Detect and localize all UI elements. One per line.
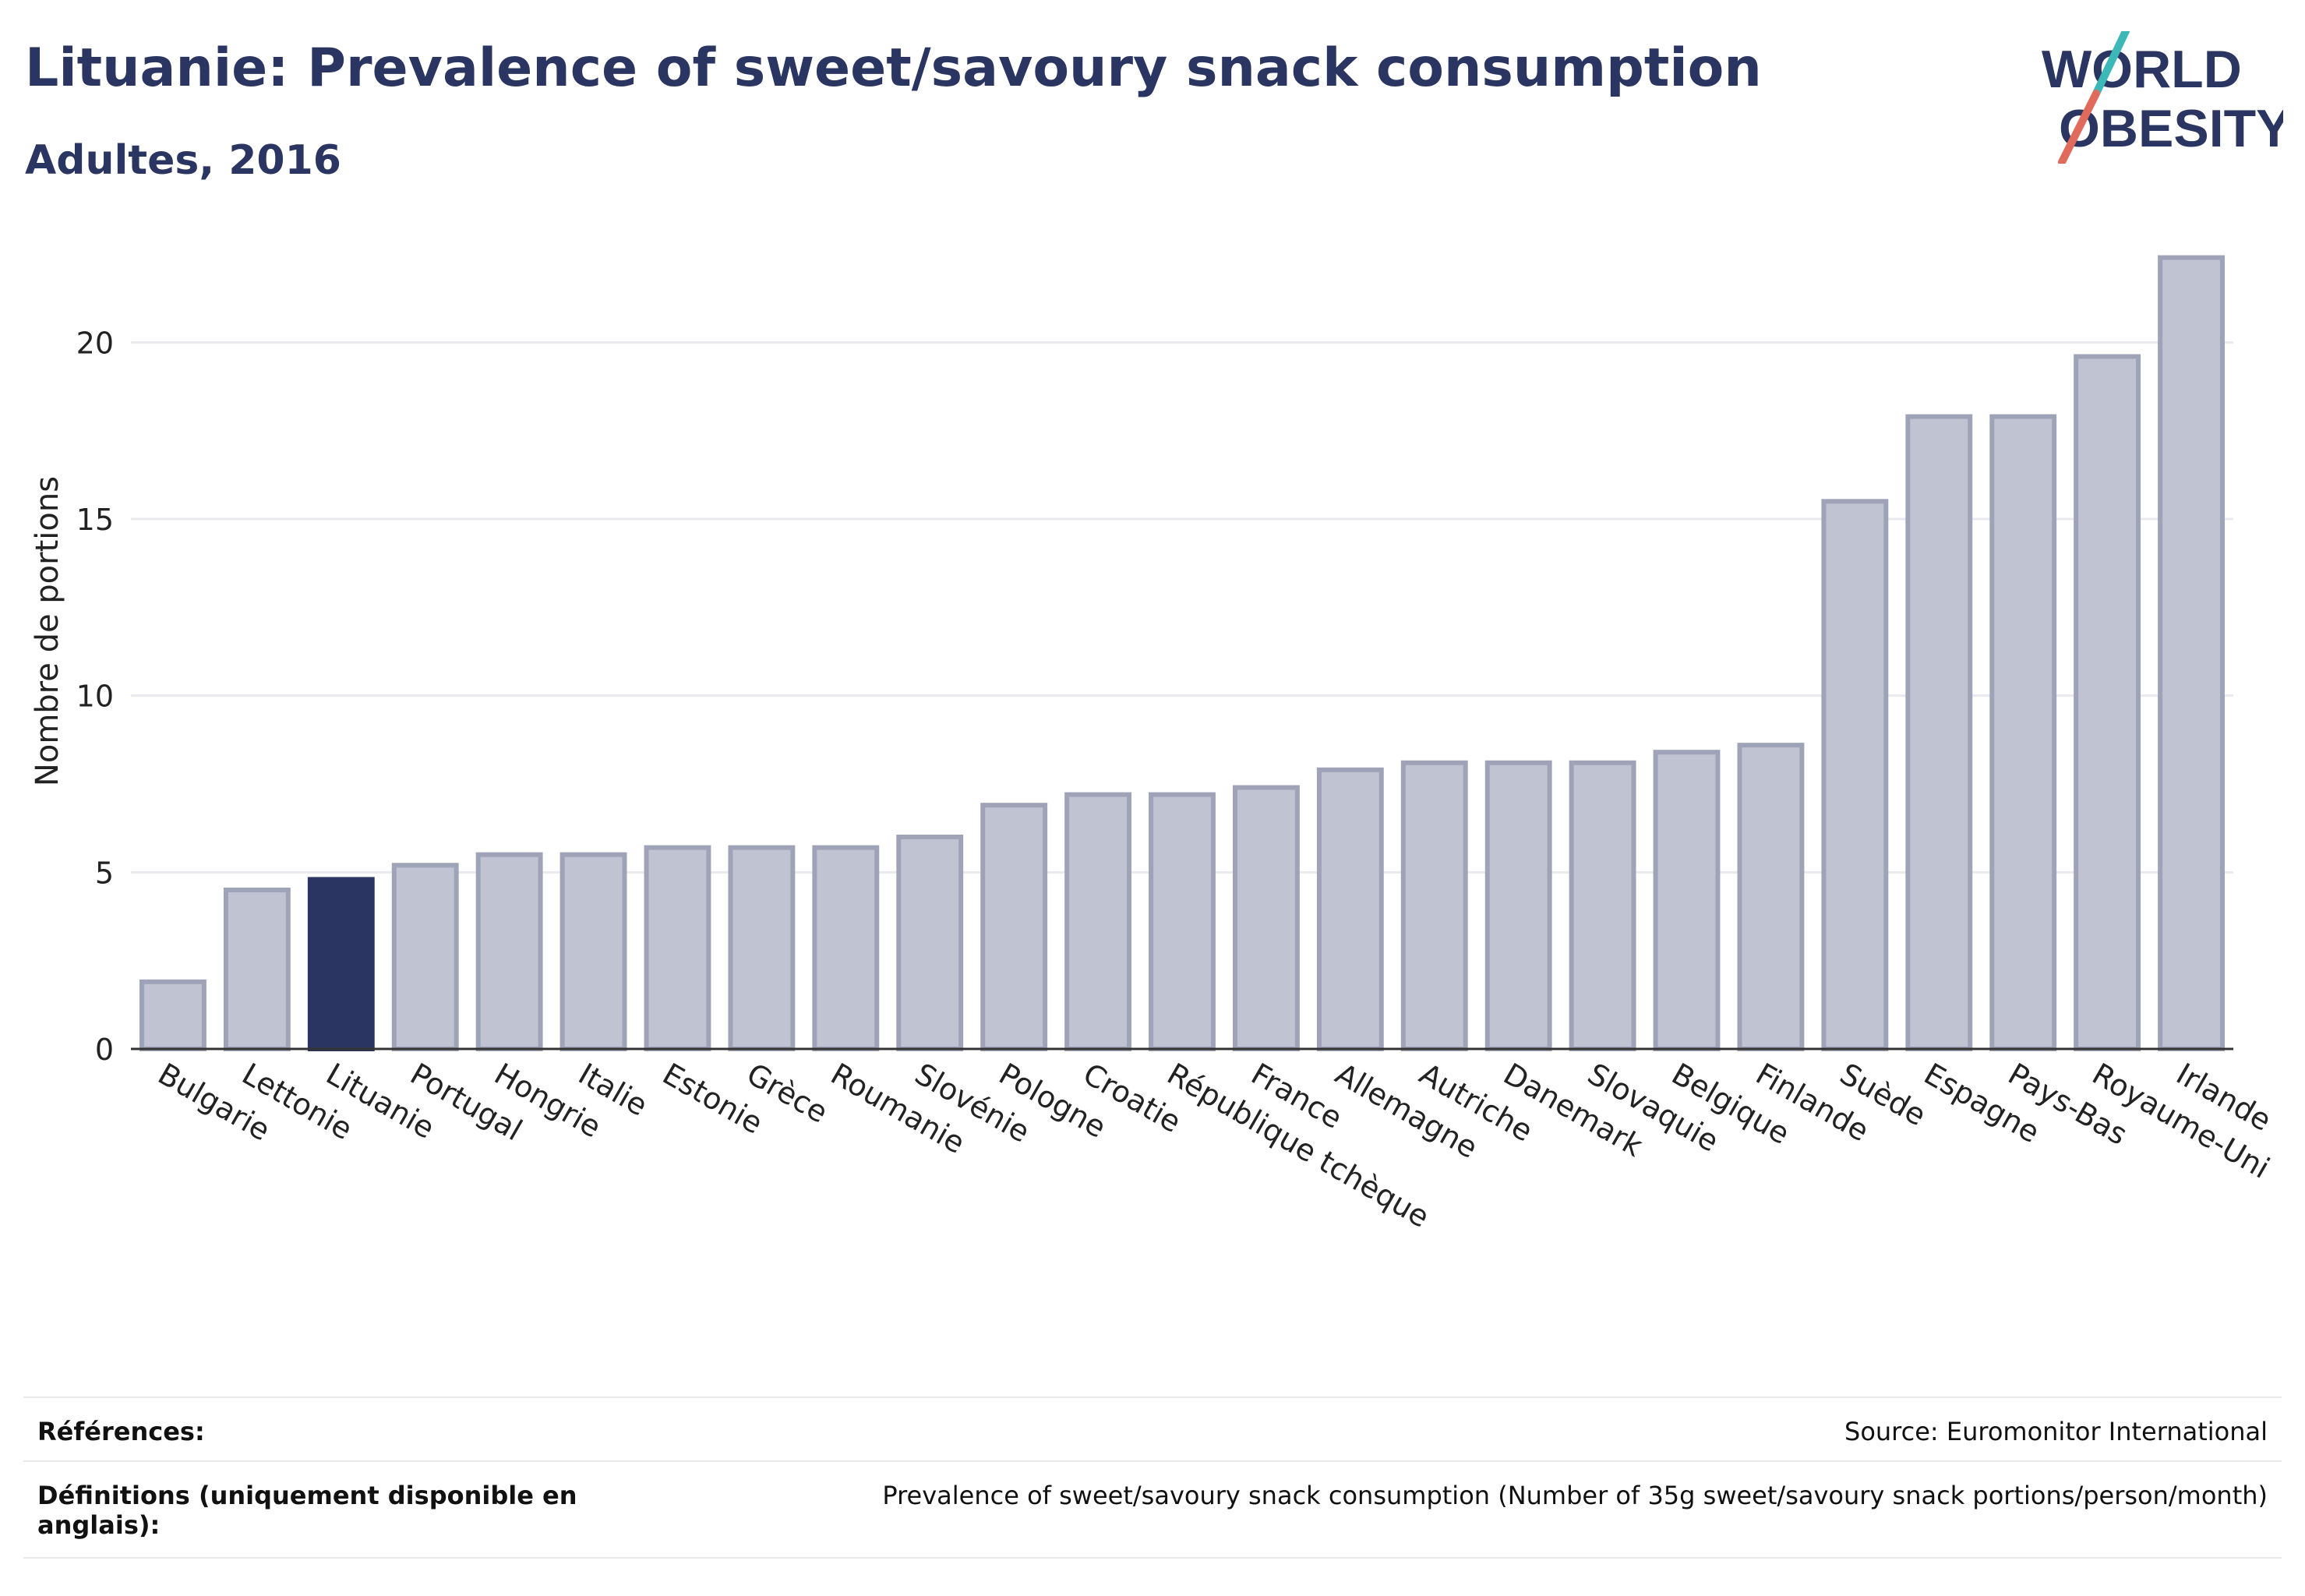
- bar-slovaquie: [1569, 760, 1636, 1051]
- y-tick-label: 15: [76, 503, 114, 537]
- bar-royaume-uni: [2074, 354, 2141, 1051]
- definitions-value: Prevalence of sweet/savoury snack consum…: [882, 1481, 2268, 1510]
- bar-bulgarie: [139, 979, 206, 1052]
- bar-croatie: [1064, 792, 1132, 1051]
- bar-danemark: [1484, 760, 1552, 1051]
- bar-slov-nie: [896, 835, 964, 1051]
- bar-belgique: [1653, 750, 1721, 1051]
- references-label: Références:: [37, 1417, 205, 1446]
- definitions-label: Définitions (uniquement disponible en an…: [37, 1481, 577, 1540]
- bar-estonie: [644, 845, 711, 1051]
- bar-gr-ce: [728, 845, 796, 1051]
- logo-slash-teal: [2092, 31, 2130, 97]
- bar-r-publique-tch-que: [1149, 792, 1216, 1051]
- logo-text-line2: OBESITY: [2059, 99, 2283, 158]
- footer-divider-bottom: [23, 1557, 2282, 1559]
- bar-su-de: [1821, 499, 1889, 1051]
- bar-portugal: [391, 863, 459, 1052]
- bars: [139, 255, 2225, 1052]
- footer-divider-top: [23, 1396, 2282, 1398]
- bar-espagne: [1905, 414, 1973, 1051]
- bar-italie: [559, 852, 627, 1051]
- bar-finlande: [1737, 743, 1805, 1052]
- y-tick-label: 20: [76, 326, 114, 360]
- world-obesity-logo: WORLD OBESITY: [2042, 31, 2283, 164]
- bar-allemagne: [1316, 767, 1384, 1051]
- bar-hongrie: [475, 852, 543, 1051]
- bar-autriche: [1400, 760, 1468, 1051]
- chart-subtitle: Adultes, 2016: [25, 137, 341, 184]
- bar-chart: 05101520BulgarieLettonieLituaniePortugal…: [30, 255, 2277, 1234]
- y-axis-label: Nombre de portions: [30, 476, 65, 786]
- y-tick-label: 10: [76, 680, 114, 714]
- bar-roumanie: [812, 845, 880, 1051]
- logo-text-line1: WORLD: [2042, 40, 2242, 99]
- y-tick-label: 0: [95, 1033, 114, 1067]
- footer-divider-middle: [23, 1460, 2282, 1462]
- bar-france: [1232, 785, 1300, 1051]
- logo-slash-coral: [2058, 90, 2100, 164]
- references-value: Source: Euromonitor International: [1844, 1417, 2268, 1446]
- bar-pays-bas: [1989, 414, 2057, 1051]
- chart-title: Lituanie: Prevalence of sweet/savoury sn…: [25, 37, 1762, 99]
- bar-pologne: [980, 803, 1048, 1051]
- y-tick-label: 5: [95, 856, 114, 890]
- bar-irlande: [2158, 255, 2225, 1051]
- bar-lituanie: [307, 877, 375, 1052]
- bar-lettonie: [223, 888, 291, 1051]
